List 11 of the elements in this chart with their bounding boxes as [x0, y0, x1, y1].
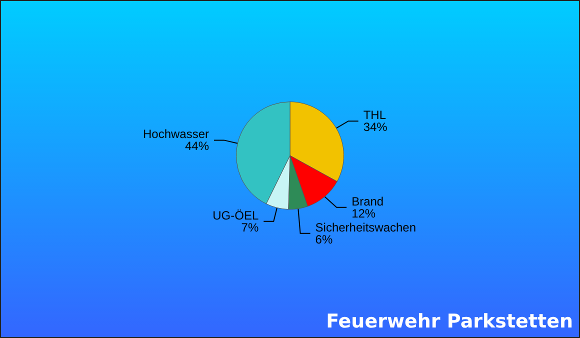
slice-label: UG-ÖEL [212, 208, 259, 222]
text: Feuerwehr Parkstetten [326, 310, 574, 332]
slice-label: Sicherheitswachen [315, 220, 416, 234]
data-label: 44% [184, 139, 210, 154]
slice-label: Brand [352, 194, 384, 208]
slice-label: THL [363, 108, 386, 122]
data-label: 12% [352, 206, 376, 220]
data-label: 6% [315, 232, 333, 246]
slice-label: Hochwasser [142, 127, 210, 142]
data-label: 7% [241, 220, 259, 234]
data-label: 34% [363, 120, 388, 134]
